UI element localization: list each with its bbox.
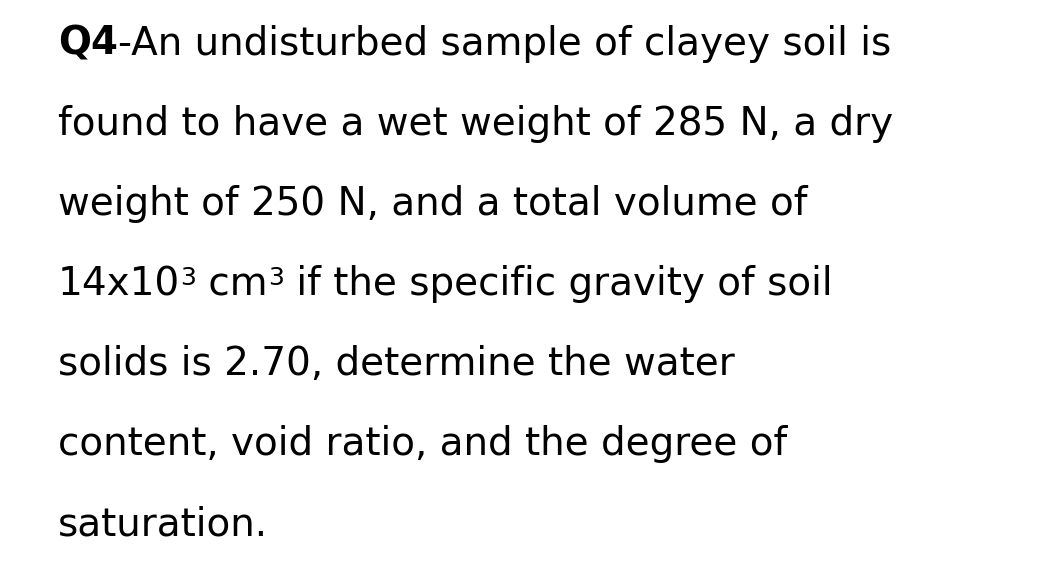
Text: if the specific gravity of soil: if the specific gravity of soil xyxy=(284,265,832,303)
Text: found to have a wet weight of 285 N, a dry: found to have a wet weight of 285 N, a d… xyxy=(58,105,894,143)
Text: -An undisturbed sample of clayey soil is: -An undisturbed sample of clayey soil is xyxy=(118,25,891,63)
Text: 14x10: 14x10 xyxy=(58,265,180,303)
Text: saturation.: saturation. xyxy=(58,505,268,543)
Text: 3: 3 xyxy=(268,266,284,290)
Text: Q4: Q4 xyxy=(58,25,118,63)
Text: solids is 2.70, determine the water: solids is 2.70, determine the water xyxy=(58,345,734,383)
Text: weight of 250 N, and a total volume of: weight of 250 N, and a total volume of xyxy=(58,185,807,223)
Text: 3: 3 xyxy=(180,266,196,290)
Text: cm: cm xyxy=(196,265,268,303)
Text: content, void ratio, and the degree of: content, void ratio, and the degree of xyxy=(58,425,787,463)
